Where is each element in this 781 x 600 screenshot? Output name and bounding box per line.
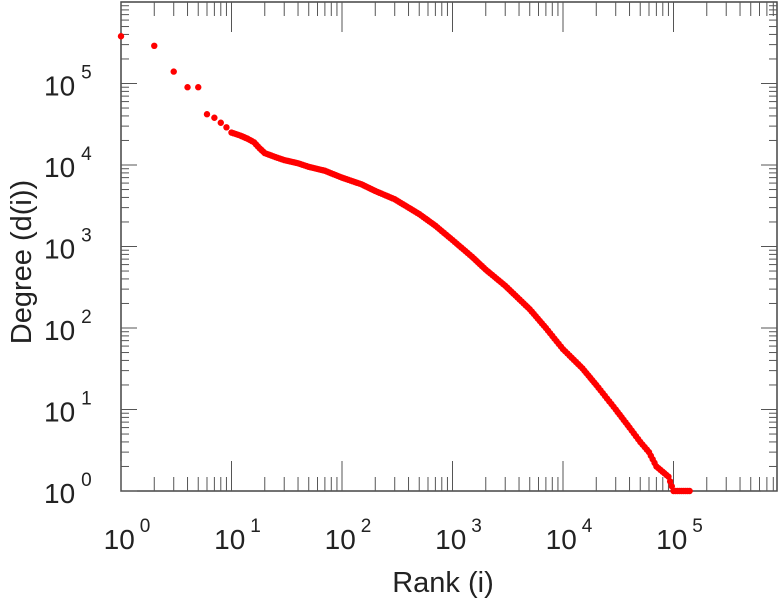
- data-point: [170, 68, 177, 75]
- data-point: [686, 487, 693, 495]
- data-point: [217, 119, 224, 126]
- x-tick-labels: 10 0 10 1 10 2 10 3 10 4 10 5: [104, 516, 703, 555]
- y-tick-label: 10 5: [44, 63, 92, 102]
- y-tick-label: 10 1: [44, 389, 92, 428]
- y-tick-label: 10 3: [44, 226, 92, 265]
- plot-frame: [120, 1, 778, 492]
- x-axis-title: Rank (i): [392, 567, 494, 599]
- y-tick-label: 10 4: [44, 144, 92, 183]
- data-point: [151, 42, 158, 50]
- x-tick-label: 10 0: [104, 516, 151, 555]
- minor-ticks: [121, 2, 777, 491]
- x-tick-label: 10 3: [435, 516, 482, 555]
- data-point: [211, 114, 218, 121]
- x-tick-label: 10 1: [214, 516, 261, 555]
- y-tick-label: 10 0: [44, 470, 92, 509]
- data-point: [184, 84, 191, 91]
- x-tick-label: 10 5: [656, 516, 703, 555]
- x-tick-label: 10 2: [325, 516, 372, 555]
- data-point: [203, 111, 211, 118]
- data-point: [195, 84, 202, 91]
- data-points: [117, 33, 693, 495]
- y-tick-label: 10 2: [44, 307, 92, 346]
- x-tick-label: 10 4: [546, 516, 593, 555]
- y-axis-title: Degree (d(i)): [6, 180, 38, 344]
- major-ticks: [120, 2, 777, 492]
- data-point: [117, 33, 125, 40]
- data-point: [223, 124, 230, 131]
